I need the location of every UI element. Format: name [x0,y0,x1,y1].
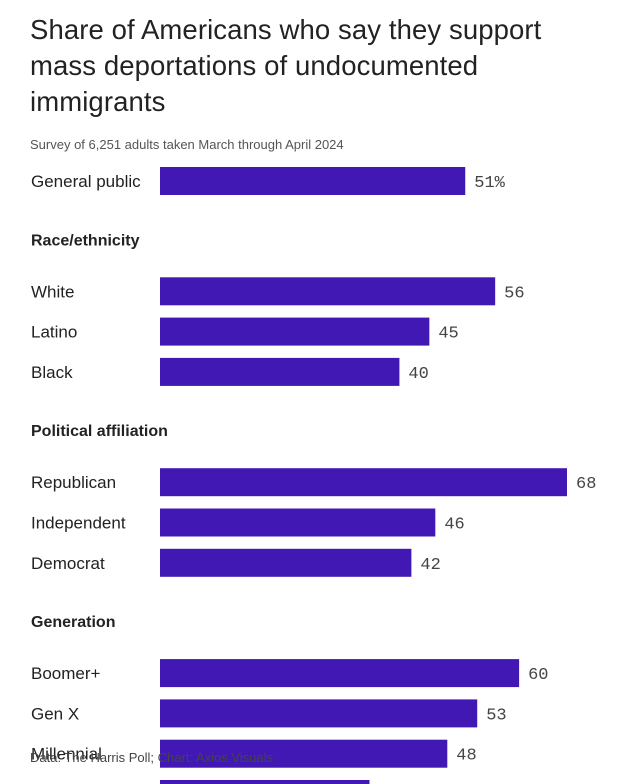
bar [160,317,430,346]
bar [160,739,448,768]
value-label: 60 [528,666,548,685]
category-label: Boomer+ [31,664,101,683]
chart-subtitle: Survey of 6,251 adults taken March throu… [30,137,344,152]
group-heading: Generation [31,614,115,631]
chart-title: Share of Americans who say they support … [30,14,542,117]
bar [160,508,436,537]
value-label: 48 [456,747,476,766]
value-label: 42 [420,556,440,575]
category-label: Democrat [31,554,105,573]
category-label: Millennial [31,745,102,764]
group-heading: Race/ethnicity [31,232,140,249]
category-label: Independent [31,514,126,533]
bar [160,468,567,497]
category-label: Latino [31,323,77,342]
category-label: Black [31,363,73,382]
bar [160,167,466,195]
value-label: 45 [438,325,458,344]
source-note: Data: The Harris Poll; Chart: Axios Visu… [30,750,274,765]
category-label: General public [31,172,141,191]
value-label: 51% [474,174,505,193]
value-label: 53 [486,706,506,725]
bar [160,548,412,577]
value-label: 40 [408,365,428,384]
category-label: White [31,282,74,301]
bar [160,277,496,306]
category-label: Republican [31,473,116,492]
bar [160,780,370,784]
bar [160,659,520,688]
bar [160,699,478,728]
bar [160,357,400,386]
value-label: 68 [576,475,596,494]
value-label: 56 [504,284,524,303]
group-heading: Political affiliation [31,423,168,440]
value-label: 46 [444,516,464,535]
category-label: Gen X [31,704,79,723]
